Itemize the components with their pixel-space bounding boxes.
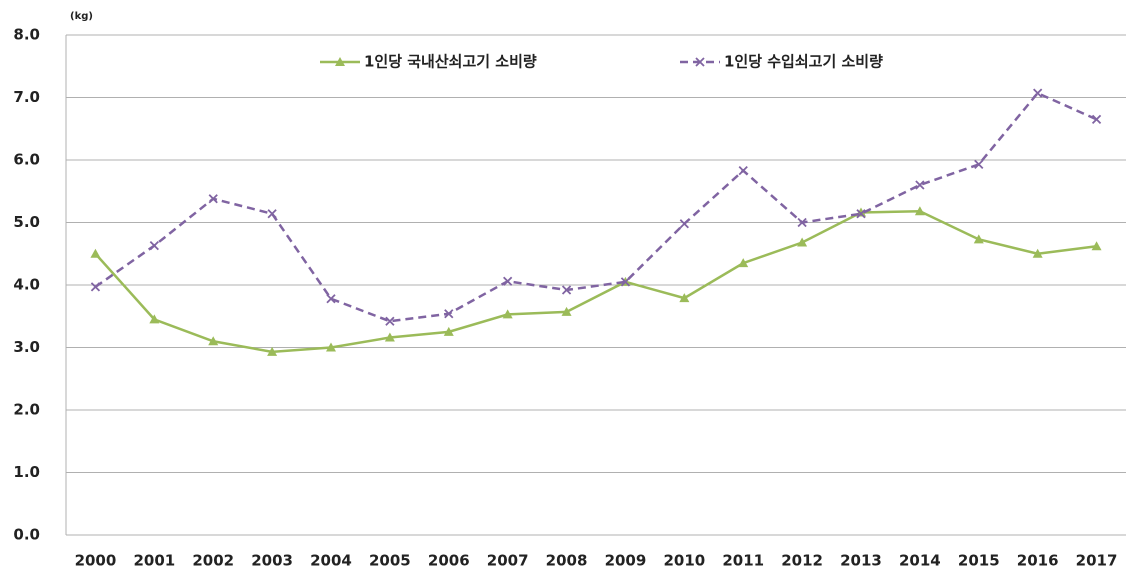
marker [1091,114,1102,125]
marker [561,306,572,316]
x-tick-label: 2014 [899,552,941,570]
x-tick-label: 2006 [428,552,470,570]
marker [561,285,572,295]
x-tick-label: 2015 [958,552,1000,570]
marker [326,342,336,352]
marker [856,209,866,219]
y-tick-label: 0.0 [13,526,40,544]
x-tick-label: 2003 [251,552,293,570]
x-tick-label: 2012 [781,552,823,570]
marker [1032,248,1043,258]
marker [326,294,336,304]
marker [915,180,925,190]
marker [335,57,345,66]
legend-label: 1인당 국내산쇠고기 소비량 [364,53,537,71]
y-tick-label: 5.0 [13,213,40,231]
legend-label: 1인당 수입쇠고기 소비량 [724,53,883,71]
marker [444,309,454,319]
marker [620,277,631,287]
marker [149,240,159,251]
marker [738,258,749,268]
marker [443,326,454,336]
x-tick-label: 2010 [663,552,705,570]
legend-item: 1인당 수입쇠고기 소비량 [680,53,883,71]
marker [384,332,395,342]
marker [502,309,513,319]
x-tick-label: 2007 [487,552,529,570]
y-tick-label: 4.0 [13,276,40,294]
marker [1033,88,1043,98]
y-tick-label: 7.0 [13,88,40,106]
marker [679,219,689,229]
marker [973,234,984,244]
y-tick-label: 8.0 [13,26,40,44]
marker [695,57,705,67]
y-tick-label: 3.0 [13,338,40,356]
x-tick-label: 2005 [369,552,411,570]
marker [90,282,101,292]
marker [149,314,160,324]
x-tick-label: 2004 [310,552,352,570]
x-tick-label: 2002 [192,552,234,570]
x-tick-label: 2011 [722,552,764,570]
x-tick-label: 2008 [546,552,588,570]
marker [208,194,218,204]
marker [267,209,277,219]
marker [503,276,513,286]
y-tick-label: 6.0 [13,151,40,169]
x-tick-label: 2016 [1017,552,1059,570]
marker [385,316,395,326]
marker [208,336,219,346]
x-tick-label: 2000 [75,552,117,570]
x-tick-label: 2017 [1076,552,1118,570]
marker [738,165,748,176]
x-tick-label: 2009 [605,552,647,570]
marker [797,217,807,228]
y-tick-label: 2.0 [13,401,40,419]
legend-item: 1인당 국내산쇠고기 소비량 [320,53,537,71]
marker [1091,241,1102,251]
unit-label: (kg) [70,11,93,22]
marker [914,206,925,216]
y-tick-label: 1.0 [13,463,40,481]
series-line [94,209,1097,354]
x-tick-label: 2001 [133,552,175,570]
marker [90,248,101,258]
series-line [94,91,1098,323]
marker [267,346,278,356]
marker [974,159,984,170]
x-tick-label: 2013 [840,552,882,570]
marker [679,293,690,303]
marker [797,237,808,247]
